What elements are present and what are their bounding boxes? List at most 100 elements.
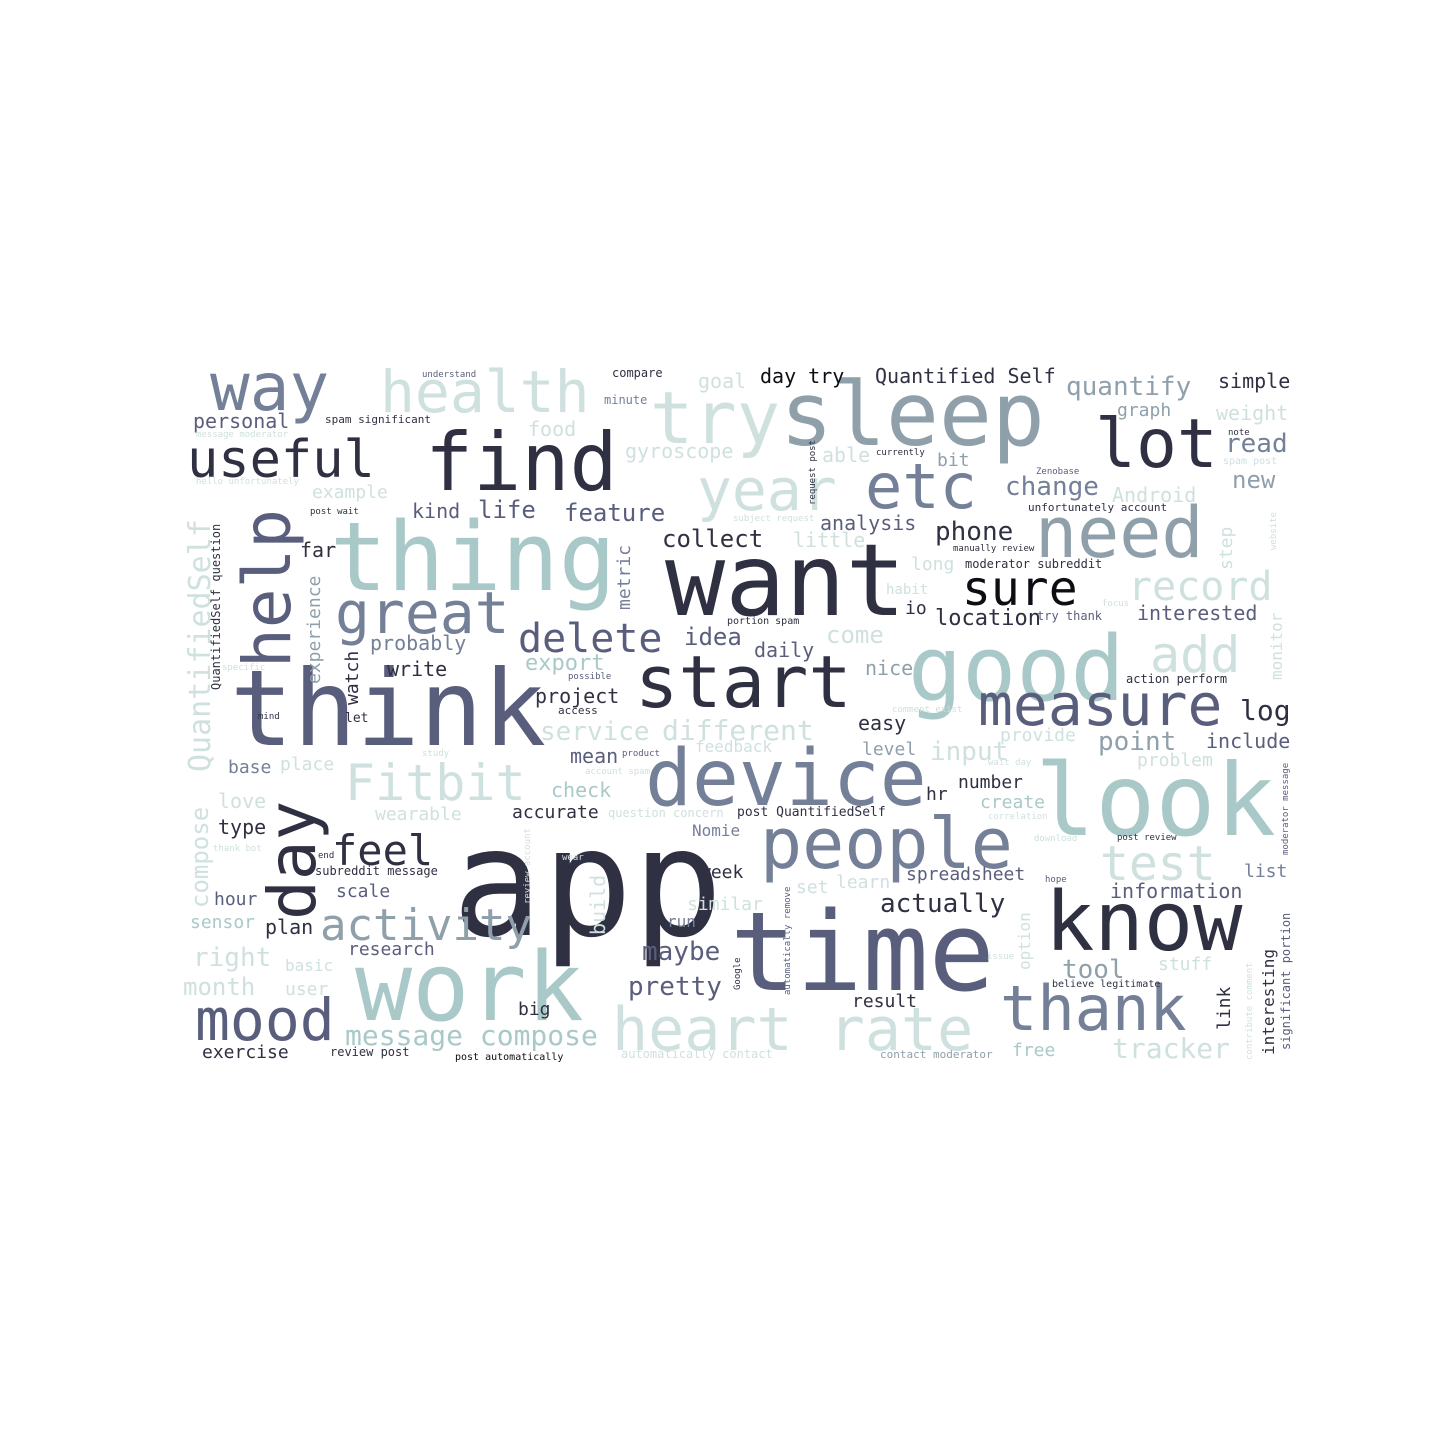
word-nice: nice: [865, 656, 913, 680]
word-accurate: accurate: [512, 802, 599, 823]
word-good: good: [908, 617, 1125, 722]
word-simple: simple: [1218, 369, 1290, 393]
word-heart-rate: heart rate: [612, 995, 973, 1065]
word-feedback: feedback: [695, 737, 772, 756]
word-far: far: [300, 538, 336, 562]
word-look: look: [1035, 742, 1276, 859]
word-people: people: [760, 803, 1013, 885]
word-feature: feature: [564, 499, 665, 527]
word-location: location: [935, 606, 1041, 631]
word-currently: currently: [876, 448, 925, 458]
word-way: way: [210, 349, 329, 426]
word-able: able: [822, 443, 870, 467]
word-subreddit-message: subreddit message: [315, 864, 438, 878]
word-day-try: day try: [760, 364, 844, 388]
word-check: check: [551, 778, 611, 802]
word-request-post: request post: [808, 440, 818, 505]
word-input: input: [930, 737, 1008, 767]
word-little: little: [793, 528, 865, 552]
word-right: right: [193, 943, 271, 973]
word-add: add: [1150, 626, 1240, 684]
word-link: link: [1214, 986, 1235, 1030]
word-metric: metric: [614, 545, 635, 610]
word-quantify: quantify: [1066, 372, 1191, 402]
word-interesting: interesting: [1259, 949, 1278, 1055]
word-post-quantifiedself: post QuantifiedSelf: [737, 805, 886, 820]
word-pretty: pretty: [628, 972, 722, 1002]
word-access: access: [558, 704, 598, 717]
word-build: build: [586, 875, 610, 935]
word-learn: learn: [836, 872, 890, 893]
word-hr: hr: [926, 784, 948, 805]
word-unfortunately-account: unfortunately account: [1028, 501, 1167, 514]
word-basic: basic: [285, 956, 333, 975]
word-activity: activity: [320, 900, 532, 951]
word-maybe: maybe: [642, 937, 720, 967]
word-zenobase: Zenobase: [1036, 467, 1079, 477]
word-monitor: monitor: [1267, 612, 1286, 680]
word-believe-legitimate: believe legitimate: [1052, 979, 1160, 990]
word-spam-significant: spam significant: [325, 413, 431, 426]
word-step: step: [1216, 527, 1237, 570]
word-want: want: [665, 522, 906, 639]
word-problem: problem: [1137, 750, 1213, 771]
word-run: run: [667, 912, 696, 931]
word-free: free: [1012, 1040, 1055, 1061]
word-point: point: [1098, 727, 1176, 757]
word-delete: delete: [518, 616, 663, 662]
word-review-post: review post: [330, 1045, 409, 1059]
word-plan: plan: [265, 915, 313, 939]
word-portion-spam: portion spam: [727, 616, 799, 627]
word-wait-day: wait day: [988, 758, 1032, 768]
word-thank: thank: [1000, 972, 1187, 1045]
word-need: need: [1035, 492, 1204, 574]
word-time: time: [730, 888, 995, 1016]
word-write: write: [387, 657, 447, 681]
word-graph: graph: [1117, 400, 1171, 421]
word-feel: feel: [332, 826, 433, 875]
word-specific: specific: [222, 663, 265, 673]
word-hello-unfortunately: hello unfortunately: [196, 477, 300, 487]
word-similar: similar: [687, 894, 763, 915]
word-create: create: [980, 792, 1045, 813]
word-help: help: [229, 509, 306, 668]
word-quantifiedself-question: QuantifiedSelf question: [209, 524, 223, 690]
word-try-thank: try thank: [1037, 609, 1103, 623]
word-user: user: [285, 979, 329, 1000]
word-account-spam: account spam: [585, 767, 650, 777]
word-place: place: [280, 754, 334, 775]
word-mind: mind: [258, 712, 280, 722]
word-great: great: [335, 579, 510, 647]
word-spreadsheet: spreadsheet: [906, 864, 1025, 885]
word-fitbit: Fitbit: [345, 754, 526, 812]
word-gyroscope: gyroscope: [625, 439, 733, 463]
word-device: device: [645, 734, 927, 824]
word-app: app: [452, 797, 723, 971]
word-mean: mean: [570, 744, 618, 768]
word-tool: tool: [1062, 955, 1125, 985]
word-question-concern: question concern: [608, 806, 724, 820]
word-automatically-contact: automatically contact: [621, 1047, 773, 1061]
word-etc: etc: [865, 450, 977, 523]
word-different: different: [662, 714, 814, 747]
word-personal: personal: [193, 409, 289, 433]
word-contribute-comment: contribute comment: [1245, 962, 1255, 1060]
word-lot: lot: [1095, 405, 1218, 484]
word-month: month: [183, 973, 255, 1001]
word-week: week: [700, 862, 744, 883]
word-study: study: [422, 749, 450, 759]
word-compare: compare: [612, 366, 663, 380]
word-result: result: [852, 991, 917, 1012]
word-spam-post: spam post: [1223, 456, 1277, 467]
word-useful: useful: [187, 430, 375, 490]
word-thank-bot: thank bot: [213, 844, 262, 854]
word-research: research: [348, 939, 435, 960]
word-try: try: [650, 376, 780, 460]
word-health: health: [380, 358, 590, 426]
word-change: change: [1005, 472, 1099, 502]
word-wear: wear: [562, 853, 584, 863]
word-moderator-subreddit: moderator subreddit: [965, 557, 1102, 571]
word-thing: thing: [330, 503, 616, 613]
word-google: Google: [733, 957, 743, 990]
